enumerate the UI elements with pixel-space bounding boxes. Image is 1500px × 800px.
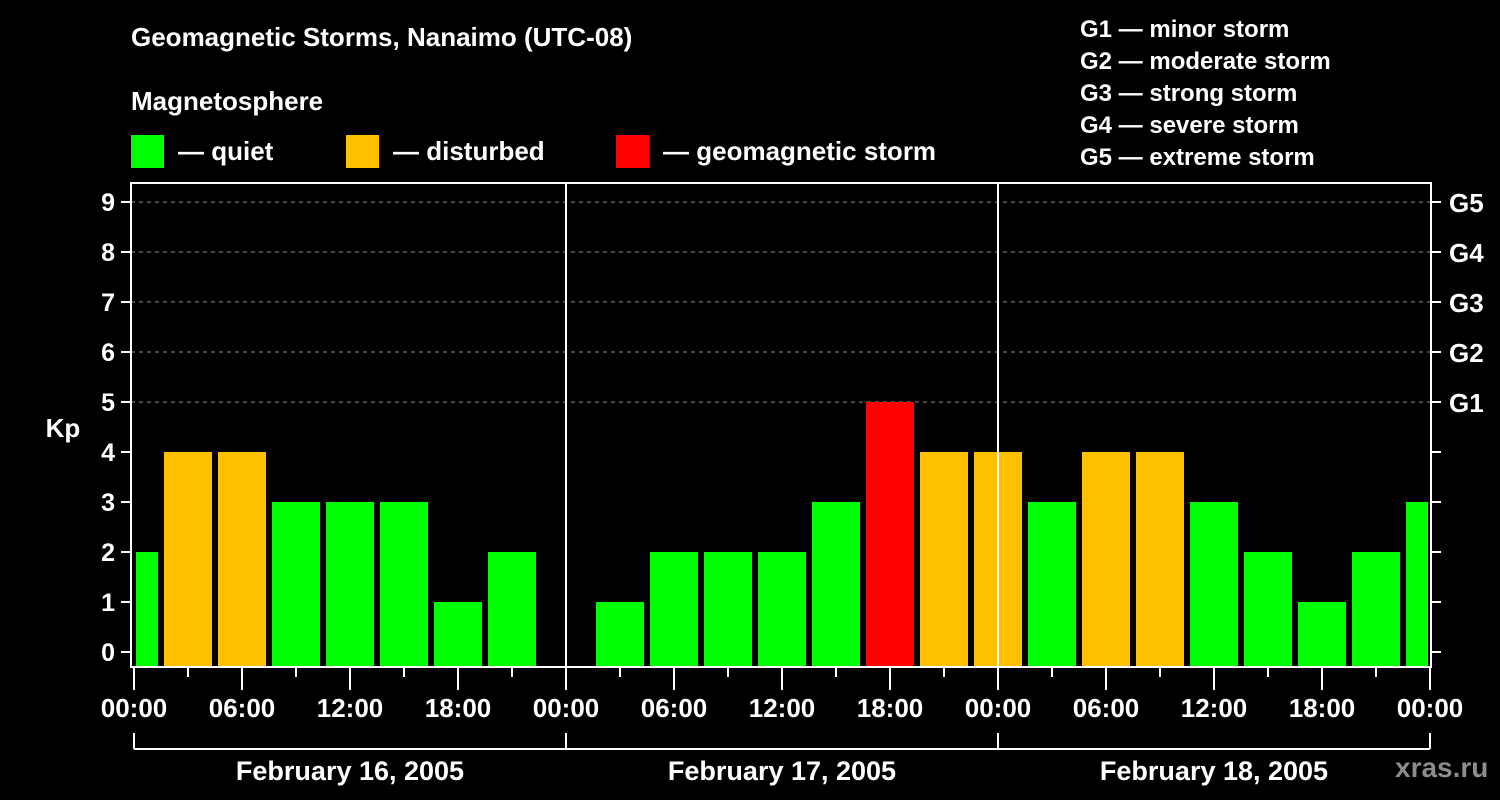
kp-bar-disturbed	[1136, 452, 1184, 667]
day-label: February 18, 2005	[1100, 756, 1328, 786]
y-tick-label: 7	[101, 289, 115, 317]
y-tick-label: 1	[101, 589, 115, 617]
x-tick-label: 18:00	[857, 693, 924, 723]
storm-swatch-icon	[616, 134, 649, 168]
kp-bar-disturbed	[1082, 452, 1130, 667]
x-tick-label: 00:00	[965, 693, 1032, 723]
chart-subtitle: Magnetosphere	[131, 86, 324, 116]
x-tick-label: 12:00	[317, 693, 384, 723]
x-tick-label: 00:00	[1397, 693, 1464, 723]
x-tick-label: 06:00	[641, 693, 708, 723]
kp-bar-quiet	[596, 602, 644, 667]
day-label: February 17, 2005	[668, 756, 896, 786]
quiet-swatch-icon	[131, 134, 164, 168]
x-tick-label: 18:00	[425, 693, 492, 723]
g5-description: G5 — extreme storm	[1080, 144, 1315, 171]
y-axis-label: Kp	[46, 413, 81, 443]
kp-bar-quiet	[758, 552, 806, 667]
g-level-label: G4	[1449, 238, 1484, 268]
y-tick-label: 6	[101, 339, 115, 367]
legend-storm-label: — geomagnetic storm	[663, 135, 937, 166]
kp-bar-quiet	[136, 552, 158, 667]
chart-title: Geomagnetic Storms, Nanaimo (UTC-08)	[131, 22, 633, 52]
kp-bar-quiet	[326, 502, 374, 667]
g-level-label: G5	[1449, 188, 1484, 218]
kp-bar-quiet	[1298, 602, 1346, 667]
kp-bar-quiet	[650, 552, 698, 667]
kp-bar-quiet	[704, 552, 752, 667]
y-tick-label: 3	[101, 489, 115, 517]
kp-bar-disturbed	[164, 452, 212, 667]
kp-bar-disturbed	[920, 452, 968, 667]
x-tick-label: 18:00	[1289, 693, 1356, 723]
x-tick-label: 00:00	[101, 693, 168, 723]
y-tick-label: 8	[101, 239, 115, 267]
legend-disturbed: — disturbed	[346, 134, 545, 168]
g2-description: G2 — moderate storm	[1080, 48, 1331, 75]
legend-storm: — geomagnetic storm	[616, 134, 936, 168]
kp-bar-quiet	[1244, 552, 1292, 667]
legend-quiet: — quiet	[131, 134, 273, 168]
x-tick-label: 12:00	[749, 693, 816, 723]
x-tick-label: 00:00	[533, 693, 600, 723]
kp-bar-disturbed	[218, 452, 266, 667]
kp-bar-quiet	[1406, 502, 1428, 667]
grid-lines	[131, 201, 1431, 403]
g-level-label: G1	[1449, 388, 1484, 418]
kp-bar-quiet	[1028, 502, 1076, 667]
legend-quiet-label: — quiet	[178, 135, 274, 166]
day-label: February 16, 2005	[236, 756, 464, 786]
y-tick-label: 9	[101, 189, 115, 217]
g-scale-legend: G1 — minor storm G2 — moderate storm G3 …	[1080, 14, 1331, 174]
kp-bars	[136, 402, 1428, 667]
y-tick-label: 0	[101, 639, 115, 667]
g-level-label: G3	[1449, 288, 1484, 318]
axes: 0 1 2 3 4 5 6 7 8 9 Kp G1 G2 G3 G4 G5 00:00 06:00 12:00 18:…	[46, 182, 1484, 786]
y-tick-label: 5	[101, 389, 115, 417]
g4-description: G4 — severe storm	[1080, 112, 1299, 139]
x-tick-label: 06:00	[209, 693, 276, 723]
kp-bar-quiet	[812, 502, 860, 667]
kp-bar-quiet	[1190, 502, 1238, 667]
x-tick-label: 06:00	[1073, 693, 1140, 723]
y-tick-label: 4	[101, 439, 115, 467]
g1-description: G1 — minor storm	[1080, 16, 1290, 43]
kp-bar-quiet	[434, 602, 482, 667]
y-tick-label: 2	[101, 539, 115, 567]
watermark: xras.ru	[1395, 752, 1489, 783]
kp-bar-quiet	[380, 502, 428, 667]
kp-bar-quiet	[1352, 552, 1400, 667]
kp-bar-quiet	[488, 552, 536, 667]
kp-bar-quiet	[272, 502, 320, 667]
x-tick-label: 12:00	[1181, 693, 1248, 723]
disturbed-swatch-icon	[346, 134, 379, 168]
legend-disturbed-label: — disturbed	[393, 135, 545, 166]
kp-bar-storm	[866, 402, 914, 667]
g3-description: G3 — strong storm	[1080, 80, 1298, 107]
g-level-label: G2	[1449, 338, 1484, 368]
